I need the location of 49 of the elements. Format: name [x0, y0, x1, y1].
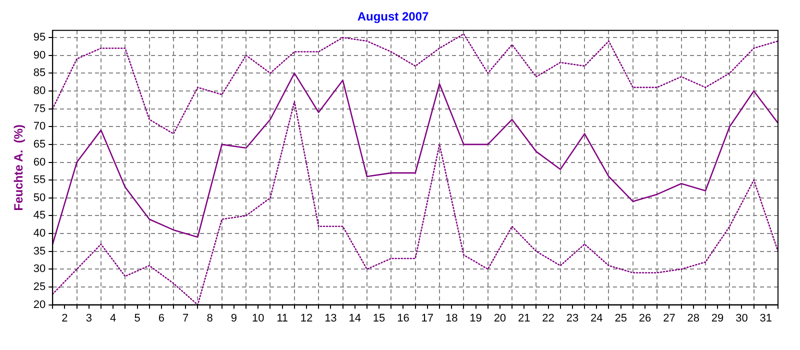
x-tick-label: 31: [760, 312, 772, 324]
y-tick-label: 75: [33, 102, 46, 115]
x-tick-label: 3: [86, 312, 92, 324]
x-tick-label: 17: [421, 312, 434, 324]
x-tick-label: 11: [276, 312, 288, 324]
x-tick-label: 10: [252, 312, 264, 324]
x-tick-label: 7: [182, 312, 189, 324]
x-tick-label: 13: [324, 312, 337, 324]
x-tick-label: 27: [663, 312, 676, 324]
x-tick-label: 2: [62, 312, 68, 324]
x-tick-label: 22: [542, 312, 554, 324]
y-tick-label: 60: [33, 156, 46, 168]
x-tick-label: 30: [736, 312, 748, 324]
y-tick-label: 95: [33, 32, 46, 44]
x-tick-label: 20: [494, 312, 506, 324]
x-tick-label: 29: [711, 312, 724, 324]
y-tick-label: 70: [33, 120, 46, 133]
x-tick-label: 19: [470, 312, 482, 324]
y-tick-label: 55: [33, 174, 46, 186]
x-tick-label: 6: [158, 312, 165, 324]
x-tick-label: 5: [134, 312, 140, 324]
line-series: [52, 33, 778, 134]
x-tick-label: 21: [518, 312, 530, 324]
x-tick-label: 23: [566, 312, 579, 324]
y-tick-label: 80: [33, 85, 46, 98]
y-tick-label: 25: [33, 281, 46, 294]
x-tick-label: 18: [445, 312, 458, 324]
x-tick-label: 16: [397, 312, 410, 324]
x-tick-label: 26: [638, 312, 652, 324]
x-tick-label: 15: [372, 312, 386, 324]
y-tick-label: 50: [33, 192, 46, 204]
y-tick-label: 20: [33, 298, 46, 311]
x-tick-label: 8: [206, 312, 213, 324]
x-tick-label: 24: [590, 312, 603, 324]
x-tick-label: 4: [110, 312, 116, 324]
y-tick-label: 35: [33, 245, 46, 258]
y-tick-label: 85: [33, 67, 46, 80]
x-tick-label: 9: [230, 312, 238, 324]
y-tick-label: 65: [33, 138, 46, 150]
chart-title: August 2007: [357, 10, 429, 24]
y-tick-label: 90: [33, 49, 46, 62]
x-tick-label: 25: [614, 312, 627, 324]
y-tick-label: 30: [33, 263, 46, 276]
y-tick-label: 45: [33, 210, 46, 222]
y-tick-label: 40: [33, 228, 46, 240]
x-tick-label: 14: [348, 312, 361, 324]
x-tick-label: 28: [687, 312, 700, 324]
y-axis-title: Feuchte A. (%): [12, 124, 26, 211]
x-tick-label: 12: [300, 312, 313, 324]
